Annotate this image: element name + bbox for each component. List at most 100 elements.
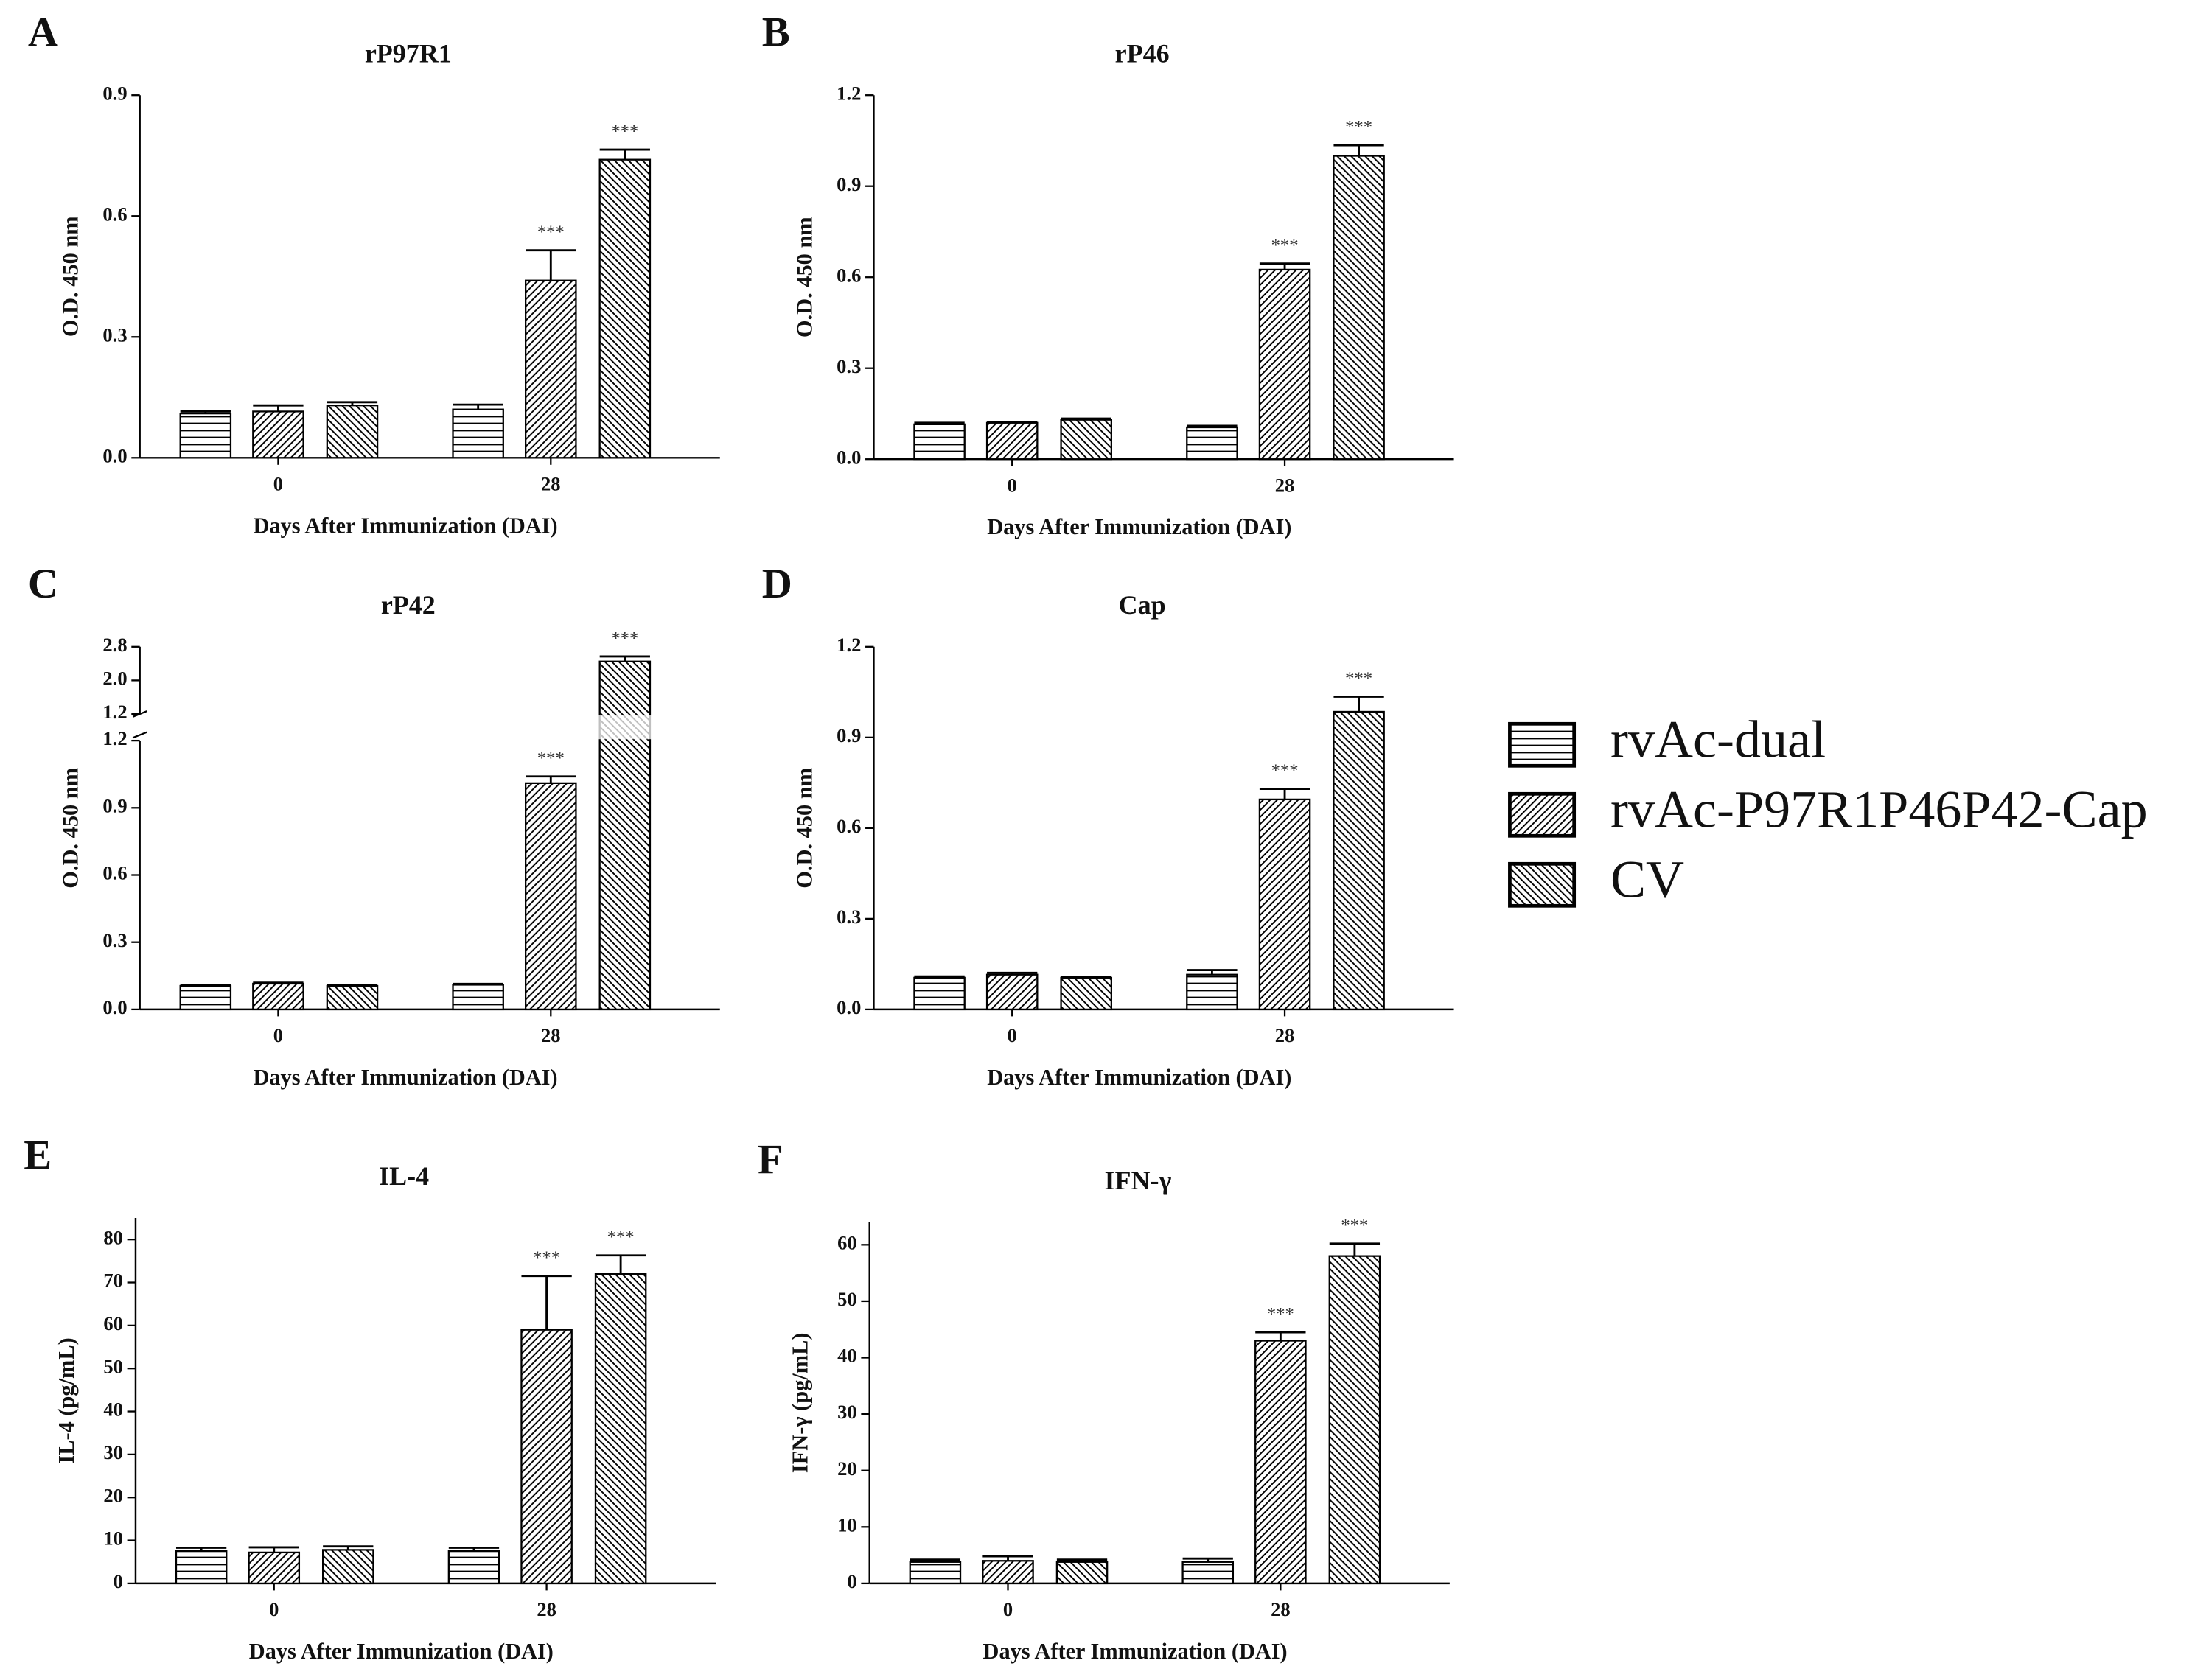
error-bar	[1187, 969, 1238, 975]
y-axis-label: O.D. 450 nm	[58, 216, 83, 337]
y-axis-label: O.D. 450 nm	[792, 768, 817, 889]
y-tick-label: 20	[103, 1484, 123, 1506]
bar	[520, 1329, 573, 1585]
error-bar	[521, 1275, 572, 1330]
legend-swatch	[1508, 791, 1577, 838]
y-tick-label: 20	[837, 1457, 857, 1480]
bar	[913, 976, 966, 1011]
y-axis-label: IFN-γ (pg/mL)	[788, 1332, 813, 1473]
y-axis-label: O.D. 450 nm	[792, 217, 817, 337]
chart-title: IL-4	[379, 1161, 429, 1191]
error-bar	[987, 971, 1038, 975]
y-tick-label: 0.0	[837, 996, 861, 1018]
error-bar	[910, 1558, 961, 1562]
significance: ***	[1267, 1304, 1294, 1324]
chart-title: rP97R1	[365, 38, 452, 68]
legend-label: rvAc-P97R1P46P42-Cap	[1610, 780, 2148, 839]
error-bar	[175, 1547, 227, 1552]
error-bar	[1259, 262, 1310, 270]
error-bar	[180, 410, 231, 414]
error-bar	[327, 401, 378, 406]
significance: ***	[1345, 668, 1372, 688]
bar	[321, 1549, 374, 1585]
significance: ***	[533, 1248, 560, 1268]
error-bar	[453, 403, 503, 410]
y-tick-label: 1.2	[102, 727, 127, 749]
error-bar	[248, 1546, 299, 1553]
y-tick-label: 1.2	[837, 634, 861, 656]
significance: ***	[1271, 236, 1299, 256]
break-gap	[598, 715, 652, 740]
bar	[913, 423, 966, 461]
panel-letter: E	[24, 1132, 52, 1178]
error-bar	[253, 981, 304, 984]
error-bar	[1182, 1557, 1233, 1562]
y-tick-label: 1.2	[837, 82, 861, 104]
x-tick-label: 0	[1003, 1598, 1013, 1620]
y-tick-label: 0.3	[837, 355, 861, 377]
panel-letter: A	[28, 9, 58, 55]
error-bar	[987, 421, 1038, 423]
error-bar	[1187, 424, 1238, 427]
legend-label: CV	[1610, 850, 1684, 909]
panel-letter: F	[758, 1136, 783, 1183]
y-tick-label: 0.6	[837, 815, 861, 837]
bar	[248, 1551, 301, 1585]
y-tick-label: 60	[837, 1231, 857, 1253]
x-tick-label: 0	[1008, 474, 1017, 496]
error-bar	[599, 148, 650, 160]
axis-break	[132, 710, 147, 739]
y-tick-label: 0	[847, 1570, 856, 1592]
significance: ***	[611, 629, 638, 648]
y-tick-label: 10	[103, 1527, 123, 1550]
bar	[447, 1550, 500, 1585]
y-tick-label: 60	[103, 1312, 123, 1334]
bar	[1186, 973, 1238, 1011]
chart-title: IFN-γ	[1104, 1166, 1171, 1195]
legend-label: rvAc-dual	[1610, 710, 1826, 769]
bar	[326, 984, 379, 1011]
chart-title: rP42	[381, 590, 436, 620]
bar	[1254, 1340, 1307, 1585]
y-tick-label: 0.6	[102, 203, 127, 225]
bar	[452, 984, 504, 1011]
y-tick-label: 0.3	[102, 929, 127, 951]
error-bar	[323, 1545, 374, 1550]
bar	[252, 410, 304, 459]
x-tick-label: 28	[1275, 474, 1295, 496]
significance: ***	[1271, 760, 1299, 780]
x-axis-label: Days After Immunization (DAI)	[983, 1639, 1288, 1664]
y-tick-label: 0.9	[102, 82, 127, 104]
y-tick-label: 0.3	[837, 906, 861, 928]
error-bar	[327, 984, 378, 987]
error-bar	[1056, 1558, 1108, 1562]
panel-letter: D	[762, 561, 792, 607]
legend-swatch	[1508, 721, 1577, 768]
error-bar	[1255, 1331, 1306, 1341]
bar	[985, 421, 1039, 461]
error-bar	[526, 775, 576, 783]
y-axis-label: IL-4 (pg/mL)	[54, 1337, 79, 1463]
x-tick-label: 28	[541, 1024, 561, 1046]
significance: ***	[537, 749, 565, 769]
bar	[598, 660, 652, 1011]
significance: ***	[1345, 117, 1372, 137]
error-bar	[914, 975, 965, 978]
bar	[175, 1550, 228, 1585]
y-tick-label: 0.6	[837, 264, 861, 286]
x-tick-label: 0	[269, 1598, 279, 1620]
bar	[1060, 419, 1113, 461]
y-tick-label: 10	[837, 1513, 857, 1536]
error-bar	[1333, 696, 1384, 712]
bar	[179, 413, 232, 459]
x-tick-label: 28	[1275, 1024, 1295, 1046]
bar	[1333, 710, 1385, 1011]
y-tick-label: 40	[103, 1399, 123, 1421]
x-axis-label: Days After Immunization (DAI)	[253, 513, 557, 538]
error-bar	[1333, 144, 1384, 156]
bar	[326, 405, 379, 459]
y-tick-label: 50	[103, 1355, 123, 1377]
bar	[1328, 1255, 1381, 1585]
bar	[452, 408, 504, 459]
y-tick-label: 0.3	[102, 323, 127, 346]
